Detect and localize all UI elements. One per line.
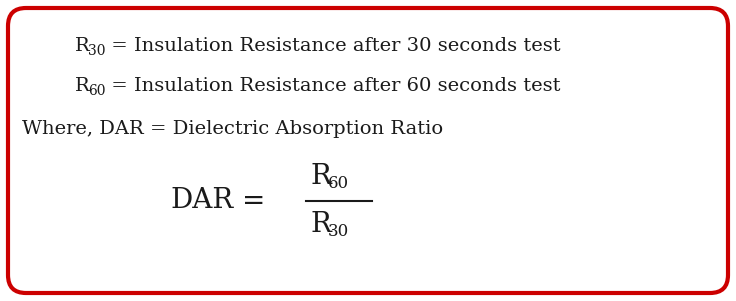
FancyBboxPatch shape bbox=[8, 8, 728, 293]
Text: 60: 60 bbox=[88, 84, 105, 98]
Text: 60: 60 bbox=[328, 175, 349, 193]
Text: R: R bbox=[75, 77, 90, 95]
Text: R: R bbox=[310, 212, 331, 238]
Text: DAR: DAR bbox=[170, 188, 233, 215]
Text: 30: 30 bbox=[328, 224, 350, 240]
Text: R: R bbox=[310, 163, 331, 191]
Text: Where, DAR = Dielectric Absorption Ratio: Where, DAR = Dielectric Absorption Ratio bbox=[22, 120, 443, 138]
Text: R: R bbox=[75, 37, 90, 55]
Text: =: = bbox=[242, 188, 266, 215]
Text: = Insulation Resistance after 60 seconds test: = Insulation Resistance after 60 seconds… bbox=[105, 77, 561, 95]
Text: 30: 30 bbox=[88, 44, 105, 58]
Text: = Insulation Resistance after 30 seconds test: = Insulation Resistance after 30 seconds… bbox=[105, 37, 561, 55]
